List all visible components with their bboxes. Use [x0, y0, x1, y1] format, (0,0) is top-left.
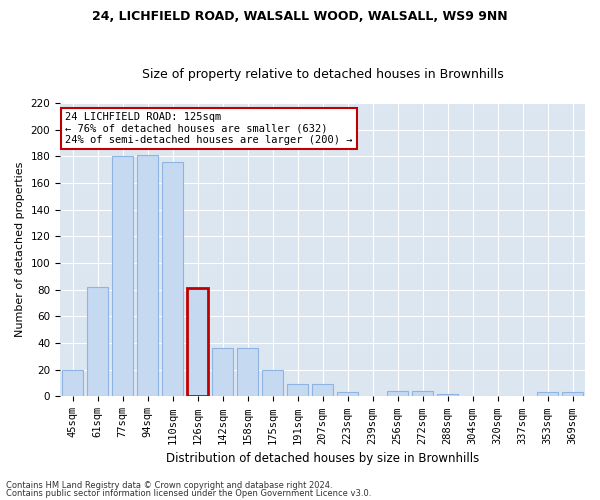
Bar: [337, 392, 358, 396]
Y-axis label: Number of detached properties: Number of detached properties: [15, 162, 25, 338]
Bar: [162, 162, 183, 396]
Bar: [87, 287, 108, 397]
Bar: [212, 348, 233, 397]
Title: Size of property relative to detached houses in Brownhills: Size of property relative to detached ho…: [142, 68, 503, 81]
Text: Contains HM Land Registry data © Crown copyright and database right 2024.: Contains HM Land Registry data © Crown c…: [6, 481, 332, 490]
Bar: [262, 370, 283, 396]
Bar: [287, 384, 308, 396]
Text: 24, LICHFIELD ROAD, WALSALL WOOD, WALSALL, WS9 9NN: 24, LICHFIELD ROAD, WALSALL WOOD, WALSAL…: [92, 10, 508, 23]
Bar: [137, 155, 158, 396]
Bar: [312, 384, 333, 396]
X-axis label: Distribution of detached houses by size in Brownhills: Distribution of detached houses by size …: [166, 452, 479, 465]
Bar: [187, 288, 208, 397]
Bar: [387, 391, 408, 396]
Bar: [437, 394, 458, 396]
Bar: [537, 392, 558, 396]
Bar: [112, 156, 133, 396]
Bar: [412, 391, 433, 396]
Bar: [562, 392, 583, 396]
Bar: [237, 348, 258, 397]
Text: 24 LICHFIELD ROAD: 125sqm
← 76% of detached houses are smaller (632)
24% of semi: 24 LICHFIELD ROAD: 125sqm ← 76% of detac…: [65, 112, 353, 145]
Bar: [62, 370, 83, 396]
Text: Contains public sector information licensed under the Open Government Licence v3: Contains public sector information licen…: [6, 488, 371, 498]
